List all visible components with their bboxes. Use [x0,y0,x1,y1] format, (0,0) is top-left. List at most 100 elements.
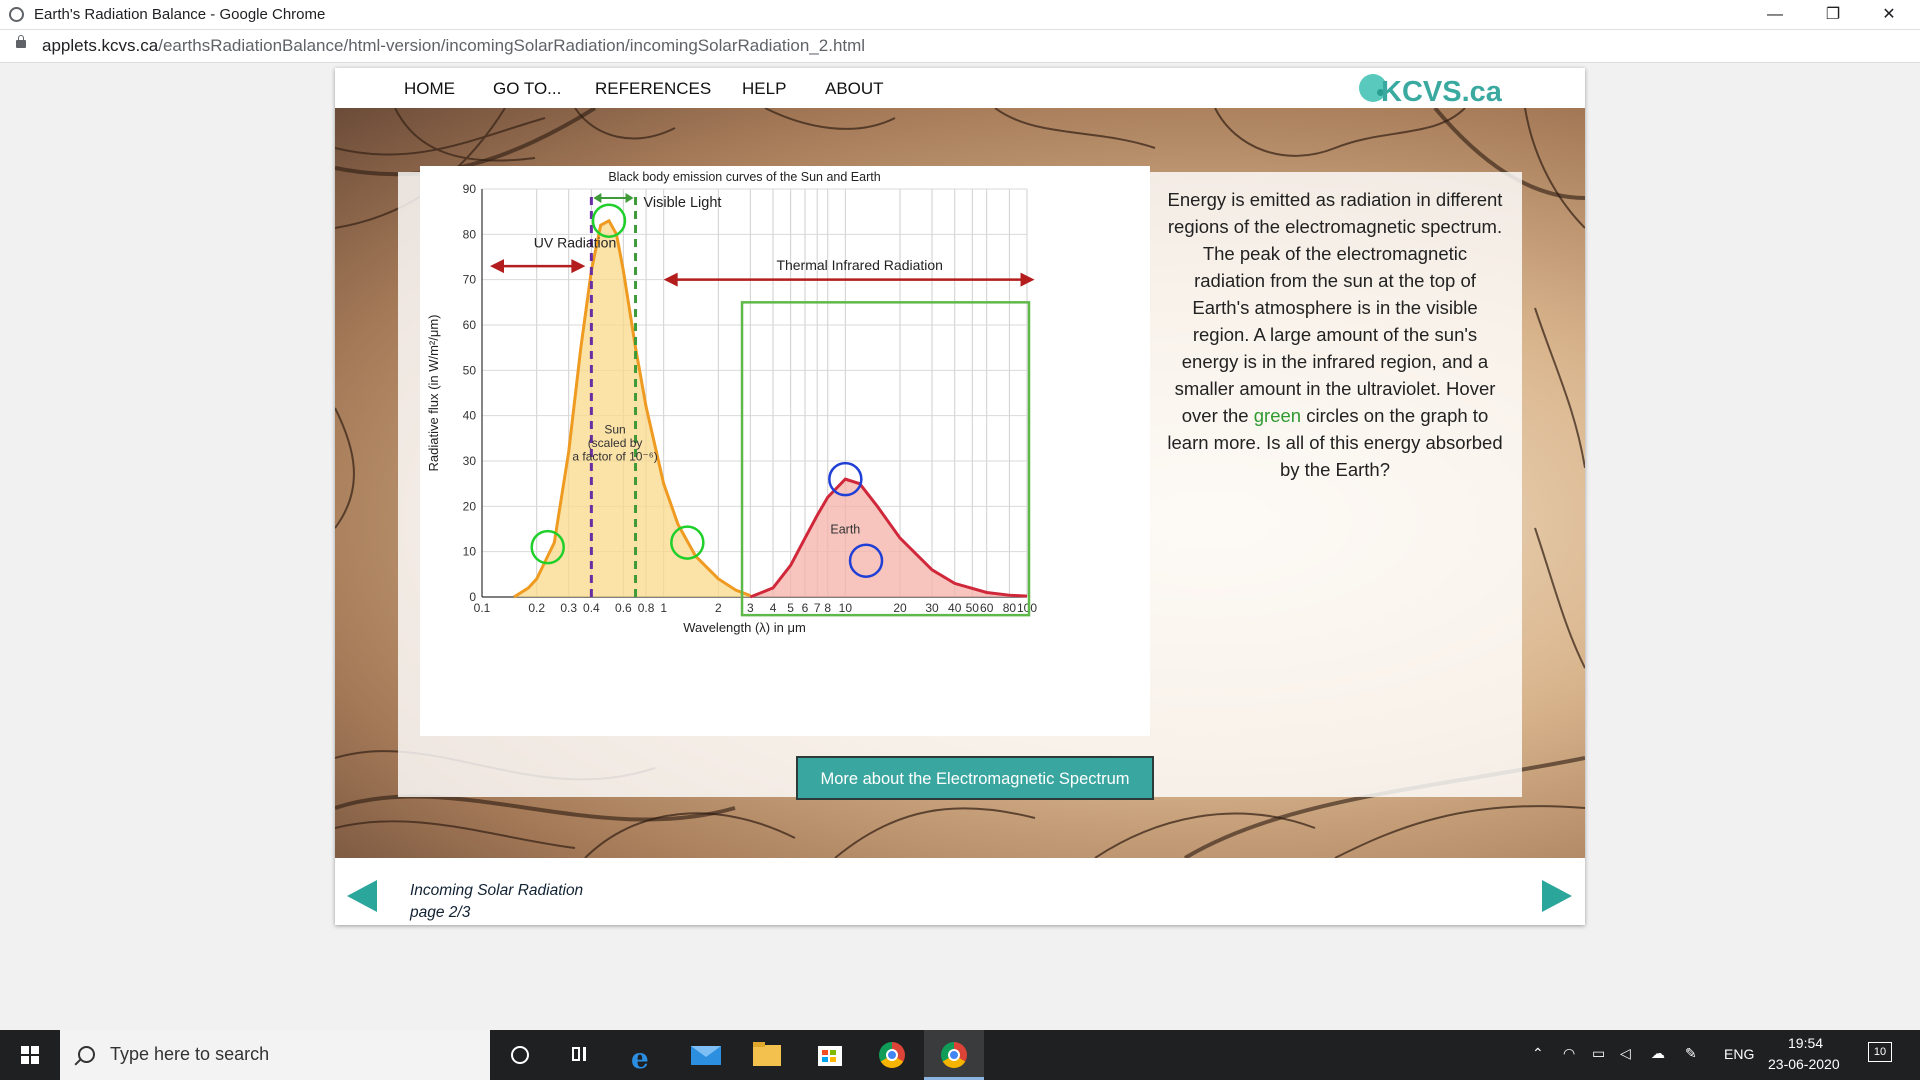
content-panel: 0.1 0.2 0.3 0.4 0.6 0.8 1 2 3 4 5 6 7 8 10 20 30 40 50 60 80… [398,166,1522,800]
visible-arrowhead-right [625,193,634,203]
address-bar[interactable]: applets.kcvs.ca/earthsRadiationBalance/h… [0,30,1920,63]
x-tick-label: 80 [1003,601,1017,615]
search-icon [78,1046,95,1063]
applet-frame: HOME GO TO... REFERENCES HELP ABOUT KCVS… [335,68,1585,925]
x-tick-label: 60 [980,601,994,615]
task-view-icon[interactable] [550,1030,610,1080]
sun-factor-label: a factor of 10⁻⁶) [572,449,657,463]
pen-icon[interactable]: ✎ [1685,1045,1697,1061]
section-title: Incoming Solar Radiation [410,882,584,899]
y-tick-label: 70 [463,273,477,287]
clock-date[interactable]: 23-06-2020 [1768,1056,1840,1072]
blue-hotspot-circle [848,543,884,578]
store-icon[interactable] [800,1030,860,1080]
x-tick-label: 0.2 [528,601,545,615]
url-text[interactable]: applets.kcvs.ca/earthsRadiationBalance/h… [42,36,865,56]
url-host: applets.kcvs.ca [42,36,159,55]
x-tick-label: 2 [715,601,722,615]
kcvs-logo-text: KCVS.ca [1381,76,1502,108]
x-tick-label: 8 [824,601,831,615]
window-title: Earth's Radiation Balance - Google Chrom… [34,6,326,23]
onedrive-icon[interactable]: ☁ [1651,1045,1665,1061]
x-axis-label: Wavelength (λ) in μm [683,620,806,635]
em-spectrum-button[interactable]: More about the Electromagnetic Spectrum [796,756,1154,800]
y-tick-label: 10 [463,545,477,559]
kcvs-logo[interactable]: KCVS.ca [1357,71,1517,109]
cortana-icon[interactable] [490,1030,550,1080]
earth-label: Earth [830,523,860,537]
lock-icon[interactable] [16,35,26,48]
y-tick-label: 50 [463,363,477,377]
thermal-ir-label: Thermal Infrared Radiation [776,257,943,273]
maximize-button[interactable]: ❐ [1825,6,1841,23]
green-hotspot-circle [591,203,627,238]
x-tick-label: 0.4 [583,601,600,615]
series-area-sun [513,220,751,597]
web-page: HOME GO TO... REFERENCES HELP ABOUT KCVS… [0,63,1920,1030]
minimize-button[interactable]: — [1767,6,1783,23]
network-icon[interactable]: ◠ [1563,1045,1576,1061]
x-tick-label: 100 [1017,601,1037,615]
x-tick-label: 0.6 [615,601,632,615]
chart-title: Black body emission curves of the Sun an… [608,170,880,184]
y-tick-label: 30 [463,454,477,468]
x-tick-label: 4 [770,601,777,615]
url-path: /earthsRadiationBalance/html-version/inc… [158,36,866,55]
x-tick-label: 0.3 [560,601,577,615]
x-tick-label: 5 [787,601,794,615]
nav-help[interactable]: HELP [742,79,787,98]
blue-hotspot-circle [828,461,863,497]
file-explorer-icon[interactable] [738,1030,798,1080]
tray-chevron-icon[interactable]: ⌃ [1532,1045,1544,1061]
sunset-background: 0.1 0.2 0.3 0.4 0.6 0.8 1 2 3 4 5 6 7 8 10 20 30 40 50 60 80… [335,108,1585,858]
nav-about[interactable]: ABOUT [825,79,884,98]
ir-arrowhead-left [663,272,678,287]
y-tick-label: 20 [463,499,477,513]
sun-scale-label: (scaled by [588,436,643,450]
description-text-part2: circles on the graph to learn more. Is a… [1167,405,1503,480]
y-tick-label: 80 [463,227,477,241]
description-text-part1: Energy is emitted as radiation in differ… [1167,189,1503,426]
clock-time[interactable]: 19:54 [1788,1035,1824,1051]
x-tick-label: 40 [948,601,962,615]
nav-goto[interactable]: GO TO... [493,79,562,98]
y-axis-label: Radiative flux (in W/m²/μm) [426,314,441,471]
previous-page-arrow-icon[interactable] [347,880,377,912]
x-tick-label: 0.8 [638,601,655,615]
earth-highlight-box [740,301,1031,617]
kcvs-logo-mark [1359,74,1387,102]
edge-icon[interactable]: e [631,1042,649,1075]
uv-arrowhead-right [571,259,586,274]
volume-icon[interactable]: ◁ [1620,1045,1631,1061]
start-button[interactable] [0,1030,60,1080]
battery-icon[interactable]: ▭ [1592,1045,1606,1061]
uv-label: UV Radiation [534,234,617,250]
y-tick-label: 0 [469,590,476,604]
ir-arrowhead-right [1020,272,1035,287]
x-tick-label: 1 [660,601,667,615]
description-green-word: green [1253,405,1302,426]
green-hotspot-circle [530,529,565,565]
uv-arrowhead-left [490,259,504,274]
search-placeholder: Type here to search [110,1044,270,1064]
green-hotspot-circle [670,525,705,560]
language-indicator[interactable]: ENG [1724,1046,1755,1062]
browser-title-bar: Earth's Radiation Balance - Google Chrom… [0,0,1920,30]
chrome-active-window-icon[interactable] [924,1030,984,1080]
x-tick-label: 3 [747,601,754,615]
close-button[interactable]: ✕ [1882,6,1896,23]
x-tick-label: 30 [925,601,939,615]
nav-references[interactable]: REFERENCES [595,79,712,98]
sun-label: Sun [604,422,625,436]
notification-center-icon[interactable]: 10 [1868,1042,1892,1062]
taskbar-search-box[interactable]: Type here to search [60,1030,490,1080]
top-nav: HOME GO TO... REFERENCES HELP ABOUT KCVS… [335,68,1585,108]
nav-home[interactable]: HOME [404,79,455,98]
chart-container: 0.1 0.2 0.3 0.4 0.6 0.8 1 2 3 4 5 6 7 8 10 20 30 40 50 60 80… [420,166,1150,736]
y-tick-label: 60 [463,318,477,332]
next-page-arrow-icon[interactable] [1542,880,1572,912]
chrome-icon [9,7,24,22]
chrome-taskbar-icon[interactable] [862,1030,922,1080]
mail-icon[interactable] [676,1030,736,1080]
visible-light-label: Visible Light [644,195,722,211]
